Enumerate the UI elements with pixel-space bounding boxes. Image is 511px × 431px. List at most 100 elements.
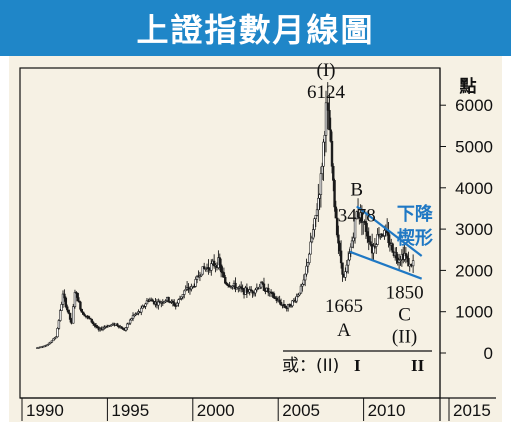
candle-body bbox=[173, 302, 176, 306]
candle-body bbox=[180, 296, 183, 299]
candle-body bbox=[60, 304, 63, 311]
y-tick-label: 5000 bbox=[455, 138, 493, 157]
candle-body bbox=[212, 260, 216, 267]
annotation-label: (I) bbox=[317, 60, 336, 81]
candle-body bbox=[298, 292, 301, 296]
candle-body bbox=[279, 302, 283, 306]
candle-body bbox=[323, 135, 326, 143]
annotation-label: A bbox=[337, 320, 351, 341]
x-tick-label: 2010 bbox=[368, 401, 406, 420]
candle-body bbox=[210, 263, 213, 271]
annotation-label: 1665 bbox=[325, 296, 363, 317]
candle-body bbox=[218, 257, 221, 266]
annotation-label: B bbox=[350, 179, 363, 200]
annotation-label: 3478 bbox=[338, 205, 376, 226]
candle-body bbox=[315, 209, 319, 216]
candle-body bbox=[380, 234, 383, 237]
candle-body bbox=[117, 325, 120, 328]
candle-body bbox=[177, 299, 180, 304]
candle-body bbox=[299, 285, 303, 294]
candle-body bbox=[57, 320, 61, 329]
candle-body bbox=[193, 285, 196, 288]
candle-body bbox=[175, 302, 179, 307]
candle-body bbox=[272, 293, 276, 299]
candle-body bbox=[341, 262, 344, 275]
candle-body bbox=[194, 279, 197, 287]
candle-body bbox=[251, 290, 254, 294]
candle-body bbox=[54, 336, 58, 339]
candle-body bbox=[278, 299, 281, 303]
candle-body bbox=[202, 266, 206, 269]
candle-body bbox=[151, 299, 154, 302]
candle-body bbox=[101, 327, 105, 330]
y-tick-label: 1000 bbox=[455, 303, 493, 322]
candle-body bbox=[308, 253, 311, 263]
candle-body bbox=[339, 250, 343, 264]
candle-body bbox=[356, 211, 360, 218]
candle-body bbox=[131, 315, 135, 319]
candle-body bbox=[128, 319, 132, 324]
candle-body bbox=[245, 287, 249, 293]
x-tick-label: 2005 bbox=[282, 401, 320, 420]
candle-body bbox=[82, 311, 85, 315]
wedge bbox=[349, 205, 423, 280]
candle-body bbox=[344, 271, 347, 278]
candle-body bbox=[228, 285, 231, 287]
candle-body bbox=[305, 265, 308, 275]
candle-body bbox=[178, 298, 182, 300]
annotation-label: C bbox=[398, 305, 411, 326]
candle-body bbox=[332, 165, 335, 181]
candle-body bbox=[320, 165, 324, 175]
candle-body bbox=[145, 300, 149, 305]
candle-body bbox=[222, 272, 226, 278]
candle-body bbox=[116, 323, 119, 326]
candle-body bbox=[282, 304, 286, 307]
candle-body bbox=[367, 235, 370, 243]
candle-body bbox=[49, 341, 52, 344]
wedge-line bbox=[356, 205, 423, 257]
candle-body bbox=[247, 291, 250, 294]
candle-body bbox=[127, 322, 130, 325]
candle-body bbox=[275, 297, 278, 302]
candle-body bbox=[66, 306, 69, 311]
candle-body bbox=[181, 294, 185, 298]
candle-body bbox=[369, 241, 372, 245]
candle-body bbox=[140, 307, 143, 313]
candle-body bbox=[289, 305, 293, 308]
candle-body bbox=[350, 240, 354, 248]
candle-body bbox=[225, 282, 228, 286]
candle-body bbox=[387, 232, 390, 244]
candle-body bbox=[73, 292, 77, 307]
candle-body bbox=[349, 246, 352, 254]
candle-body bbox=[234, 282, 237, 290]
wedge-line bbox=[349, 250, 423, 280]
candle-body bbox=[318, 194, 321, 199]
candle-body bbox=[405, 255, 409, 259]
candle-body bbox=[201, 266, 204, 275]
candle-body bbox=[79, 301, 82, 310]
candle-body bbox=[364, 221, 368, 232]
candle-body bbox=[329, 129, 332, 142]
chart-panel bbox=[9, 56, 502, 422]
candle-body bbox=[83, 314, 86, 317]
candle-body bbox=[52, 338, 55, 342]
candle-body bbox=[395, 251, 398, 259]
candle-body bbox=[334, 206, 338, 219]
candle-body bbox=[68, 312, 72, 320]
candle-body bbox=[312, 229, 315, 239]
candle-body bbox=[204, 268, 207, 270]
candle-body bbox=[295, 296, 298, 302]
candle-body bbox=[404, 253, 408, 257]
candle-body bbox=[184, 289, 187, 292]
candle-body bbox=[284, 305, 287, 308]
candle-body bbox=[190, 285, 193, 290]
candle-body bbox=[63, 293, 66, 299]
candle-body bbox=[56, 328, 59, 338]
candle-body bbox=[347, 259, 350, 266]
alt-count-right: II bbox=[411, 356, 425, 375]
candle-body bbox=[352, 237, 355, 242]
candle-body bbox=[167, 296, 170, 302]
candle-body bbox=[198, 275, 202, 278]
